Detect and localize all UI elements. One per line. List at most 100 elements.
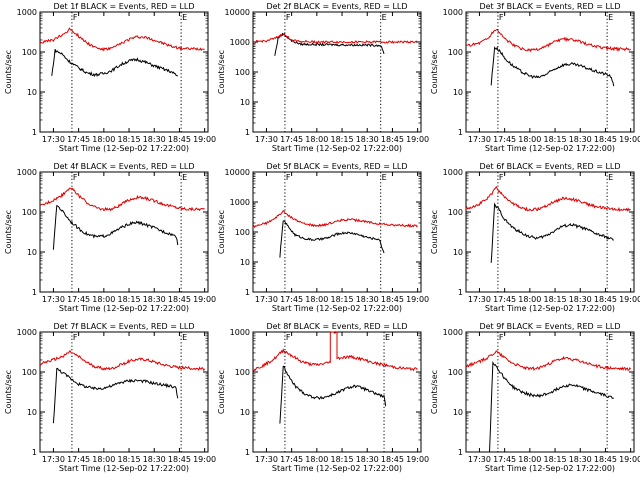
y-tick-label: 1 <box>32 448 37 457</box>
event-marker-label: F <box>499 13 504 22</box>
x-tick-label: 18:30 <box>569 135 592 144</box>
chart-title: Det 7f BLACK = Events, RED = LLD <box>53 322 194 331</box>
y-tick-label: 1000 <box>443 168 463 177</box>
event-marker-label: F <box>286 333 291 342</box>
event-marker-label: E <box>382 13 387 22</box>
x-tick-label: 18:00 <box>518 135 541 144</box>
y-tick-label: 100 <box>235 368 250 377</box>
x-tick-label: 17:30 <box>255 455 278 464</box>
event-marker-label: F <box>286 13 291 22</box>
x-tick-label: 18:15 <box>118 455 141 464</box>
chart-panel-5: Det 5f BLACK = Events, RED = LLD 17:30 17:… <box>217 162 429 313</box>
y-axis-label: Counts/sec <box>4 210 13 254</box>
x-tick-label: 19:00 <box>619 455 640 464</box>
lld-series-line <box>465 350 632 372</box>
chart-title: Det 8f BLACK = Events, RED = LLD <box>266 322 407 331</box>
y-tick-label: 1 <box>32 128 37 137</box>
y-tick-label: 1000 <box>230 198 250 207</box>
x-tick-label: 19:00 <box>193 455 216 464</box>
chart-panel-7: Det 7f BLACK = Events, RED = LLD 17:30 17:… <box>4 322 216 473</box>
x-tick-label: 19:00 <box>619 135 640 144</box>
x-tick-label: 18:30 <box>356 295 379 304</box>
plot-frame <box>465 331 635 453</box>
y-tick-label: 1000 <box>17 168 37 177</box>
event-marker-label: E <box>608 173 613 182</box>
chart-title: Det 1f BLACK = Events, RED = LLD <box>53 2 194 11</box>
y-tick-label: 100 <box>22 208 37 217</box>
x-axis-label: Start Time (12-Sep-02 17:22:00) <box>59 464 189 473</box>
event-marker-label: F <box>73 173 78 182</box>
y-axis-label: Counts/sec <box>217 50 226 94</box>
event-marker-label: E <box>608 13 613 22</box>
event-marker-label: E <box>182 333 187 342</box>
x-tick-label: 17:45 <box>280 135 303 144</box>
event-marker-label: E <box>385 333 390 342</box>
y-tick-label: 1 <box>458 288 463 297</box>
x-tick-label: 18:45 <box>168 455 191 464</box>
y-tick-label: 100 <box>22 48 37 57</box>
y-tick-label: 1 <box>245 448 250 457</box>
x-tick-label: 18:00 <box>92 135 115 144</box>
y-axis-label: Counts/sec <box>430 370 439 414</box>
x-tick-label: 19:00 <box>193 135 216 144</box>
x-tick-label: 17:30 <box>255 135 278 144</box>
y-tick-label: 100 <box>448 368 463 377</box>
x-tick-label: 18:00 <box>305 455 328 464</box>
chart-panel-1: Det 1f BLACK = Events, RED = LLD 17:30 17:… <box>4 2 216 153</box>
x-tick-label: 17:30 <box>42 455 65 464</box>
y-tick-label: 1 <box>245 288 250 297</box>
x-tick-label: 18:15 <box>331 135 354 144</box>
x-tick-label: 18:15 <box>544 295 567 304</box>
x-axis-label: Start Time (12-Sep-02 17:22:00) <box>272 144 402 153</box>
x-tick-label: 17:30 <box>468 295 491 304</box>
x-axis-label: Start Time (12-Sep-02 17:22:00) <box>272 464 402 473</box>
y-tick-label: 100 <box>448 208 463 217</box>
y-tick-label: 10000 <box>225 8 250 17</box>
x-tick-label: 18:45 <box>168 135 191 144</box>
y-tick-label: 10 <box>27 88 37 97</box>
y-tick-label: 100 <box>235 68 250 77</box>
chart-panel-6: Det 6f BLACK = Events, RED = LLD 17:30 17:… <box>430 162 640 313</box>
event-marker-label: F <box>73 333 78 342</box>
y-axis-label: Counts/sec <box>430 210 439 254</box>
y-axis-label: Counts/sec <box>217 210 226 254</box>
y-axis-label: Counts/sec <box>4 370 13 414</box>
x-tick-label: 18:45 <box>594 135 617 144</box>
x-tick-label: 19:00 <box>406 455 429 464</box>
x-tick-label: 19:00 <box>406 295 429 304</box>
x-tick-label: 19:00 <box>406 135 429 144</box>
x-axis-label: Start Time (12-Sep-02 17:22:00) <box>59 144 189 153</box>
y-axis-label: Counts/sec <box>217 370 226 414</box>
chart-panel-2: Det 2f BLACK = Events, RED = LLD 17:30 17:… <box>217 2 429 153</box>
x-tick-label: 18:15 <box>544 135 567 144</box>
chart-title: Det 3f BLACK = Events, RED = LLD <box>479 2 620 11</box>
events-series-line <box>51 49 179 78</box>
y-tick-label: 100 <box>448 48 463 57</box>
x-tick-label: 17:45 <box>67 135 90 144</box>
chart-panel-4: Det 4f BLACK = Events, RED = LLD 17:30 17:… <box>4 162 216 313</box>
x-tick-label: 17:45 <box>280 295 303 304</box>
lld-series-line <box>252 331 418 372</box>
x-tick-label: 18:00 <box>305 135 328 144</box>
y-axis-label: Counts/sec <box>430 50 439 94</box>
x-tick-label: 18:00 <box>92 455 115 464</box>
x-tick-label: 18:30 <box>356 135 379 144</box>
y-tick-label: 10 <box>453 248 463 257</box>
y-tick-label: 10 <box>240 408 250 417</box>
x-tick-label: 18:15 <box>544 455 567 464</box>
plot-frame <box>39 331 209 453</box>
events-series-line <box>274 32 385 56</box>
x-axis-label: Start Time (12-Sep-02 17:22:00) <box>485 304 615 313</box>
chart-title: Det 4f BLACK = Events, RED = LLD <box>53 162 194 171</box>
x-tick-label: 18:00 <box>92 295 115 304</box>
y-tick-label: 1000 <box>443 328 463 337</box>
x-tick-label: 17:45 <box>280 455 303 464</box>
event-marker-label: F <box>286 173 291 182</box>
event-marker-label: E <box>382 173 387 182</box>
x-tick-label: 18:00 <box>518 455 541 464</box>
events-series-line <box>490 46 615 87</box>
y-tick-label: 1000 <box>230 328 250 337</box>
y-tick-label: 1000 <box>443 8 463 17</box>
x-tick-label: 18:45 <box>594 455 617 464</box>
plot-frame <box>465 171 635 293</box>
